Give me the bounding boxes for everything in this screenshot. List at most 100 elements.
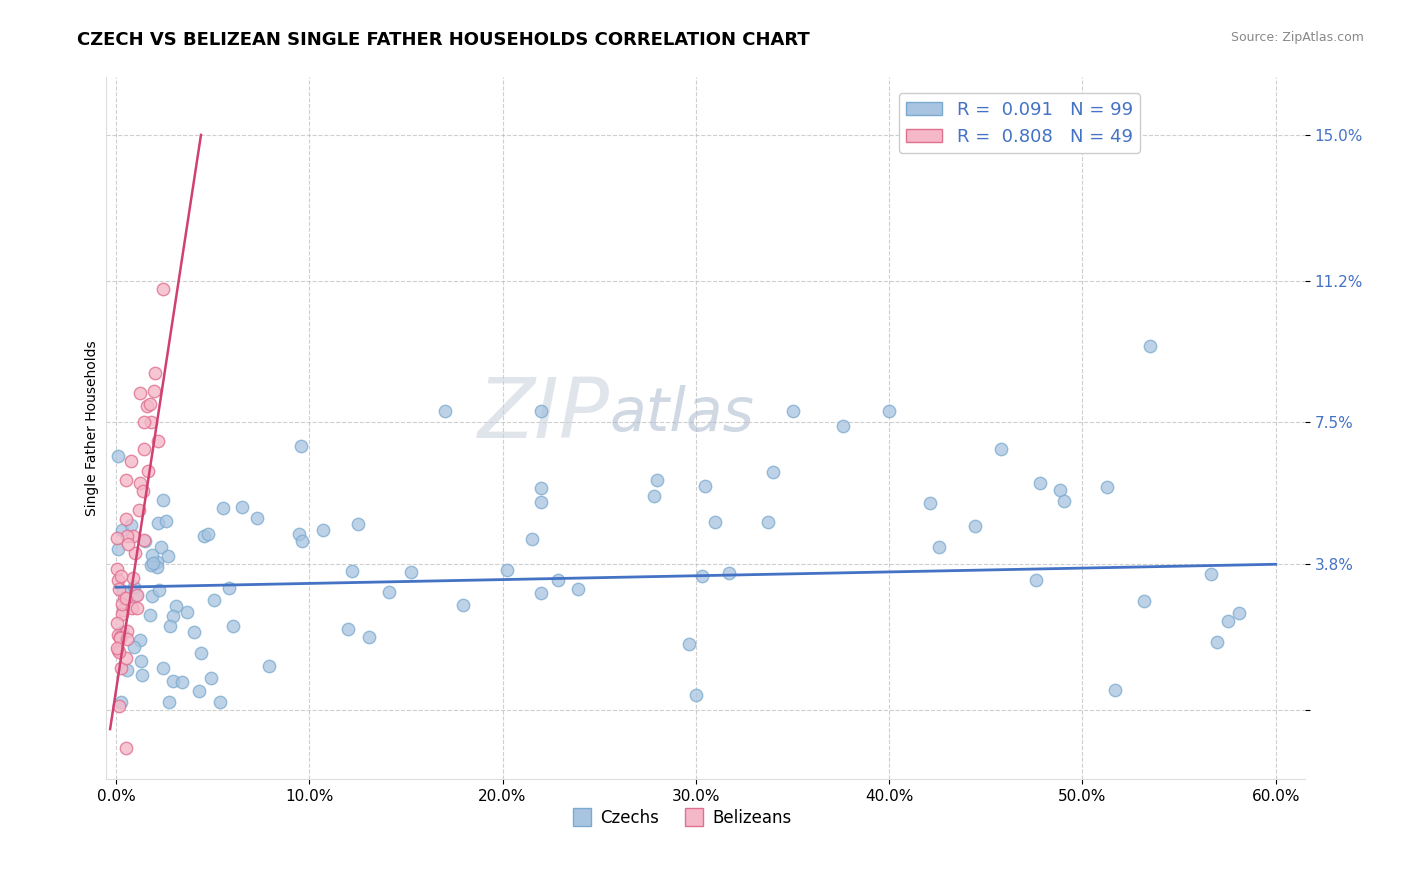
Point [146,555,169,569]
Point [111,523,134,537]
Point [139,397,162,411]
Point [146,560,169,574]
Point [105,641,128,656]
Point [114,473,136,487]
Point [547,574,569,588]
Point [134,442,156,457]
Point [1132,594,1154,608]
Point [139,558,162,573]
Point [451,599,474,613]
Point [131,668,153,682]
Text: Source: ZipAtlas.com: Source: ZipAtlas.com [1230,31,1364,45]
Point [567,582,589,596]
Point [222,619,245,633]
Point [134,534,156,549]
Point [139,416,162,430]
Point [115,512,138,526]
Point [111,624,134,639]
Point [678,637,700,651]
Point [399,565,422,579]
Text: ZIP: ZIP [478,374,610,455]
Point [129,654,152,668]
Point [115,651,138,665]
Point [218,581,240,595]
Point [312,523,335,537]
Point [120,518,142,533]
Point [110,661,132,675]
Point [129,475,152,490]
Point [115,663,138,677]
Point [200,671,222,685]
Point [645,473,668,487]
Point [105,531,128,545]
Point [290,439,312,453]
Point [756,515,779,529]
Point [129,633,152,648]
Point [149,540,172,554]
Point [107,582,129,597]
Point [112,584,135,599]
Point [142,556,165,570]
Point [117,529,139,543]
Point [965,519,987,533]
Point [1218,614,1240,628]
Point [1049,483,1071,497]
Point [1053,493,1076,508]
Point [377,585,399,599]
Point [209,695,232,709]
Point [877,404,900,418]
Point [782,404,804,418]
Point [148,583,170,598]
Point [107,573,129,587]
Point [148,516,170,530]
Point [141,589,163,603]
Point [115,624,138,638]
Point [159,619,181,633]
Point [530,586,553,600]
Point [433,404,456,418]
Point [1104,682,1126,697]
Point [162,609,184,624]
Point [336,622,359,636]
Point [152,282,174,296]
Point [124,581,146,595]
Point [122,571,145,585]
Point [530,404,553,418]
Point [190,646,212,660]
Point [246,511,269,525]
Point [170,675,193,690]
Point [121,601,143,615]
Point [762,465,785,479]
Point [176,605,198,619]
Point [114,741,136,756]
Point [110,569,132,583]
Point [530,494,553,508]
Legend: Czechs, Belizeans: Czechs, Belizeans [565,803,799,834]
Point [152,661,174,675]
Point [108,631,131,645]
Y-axis label: Single Father Households: Single Father Households [86,341,100,516]
Point [121,528,143,542]
Point [152,492,174,507]
Point [288,526,311,541]
Point [112,603,135,617]
Point [117,537,139,551]
Point [495,563,517,577]
Point [128,503,150,517]
Point [107,643,129,657]
Point [1206,635,1229,649]
Point [1029,476,1052,491]
Point [197,527,219,541]
Point [107,542,129,557]
Point [187,684,209,698]
Point [148,434,170,449]
Point [347,516,370,531]
Point [115,591,138,606]
Point [831,419,853,434]
Point [136,399,159,413]
Point [138,607,160,622]
Point [124,545,146,559]
Point [142,384,165,398]
Point [108,631,131,645]
Point [257,658,280,673]
